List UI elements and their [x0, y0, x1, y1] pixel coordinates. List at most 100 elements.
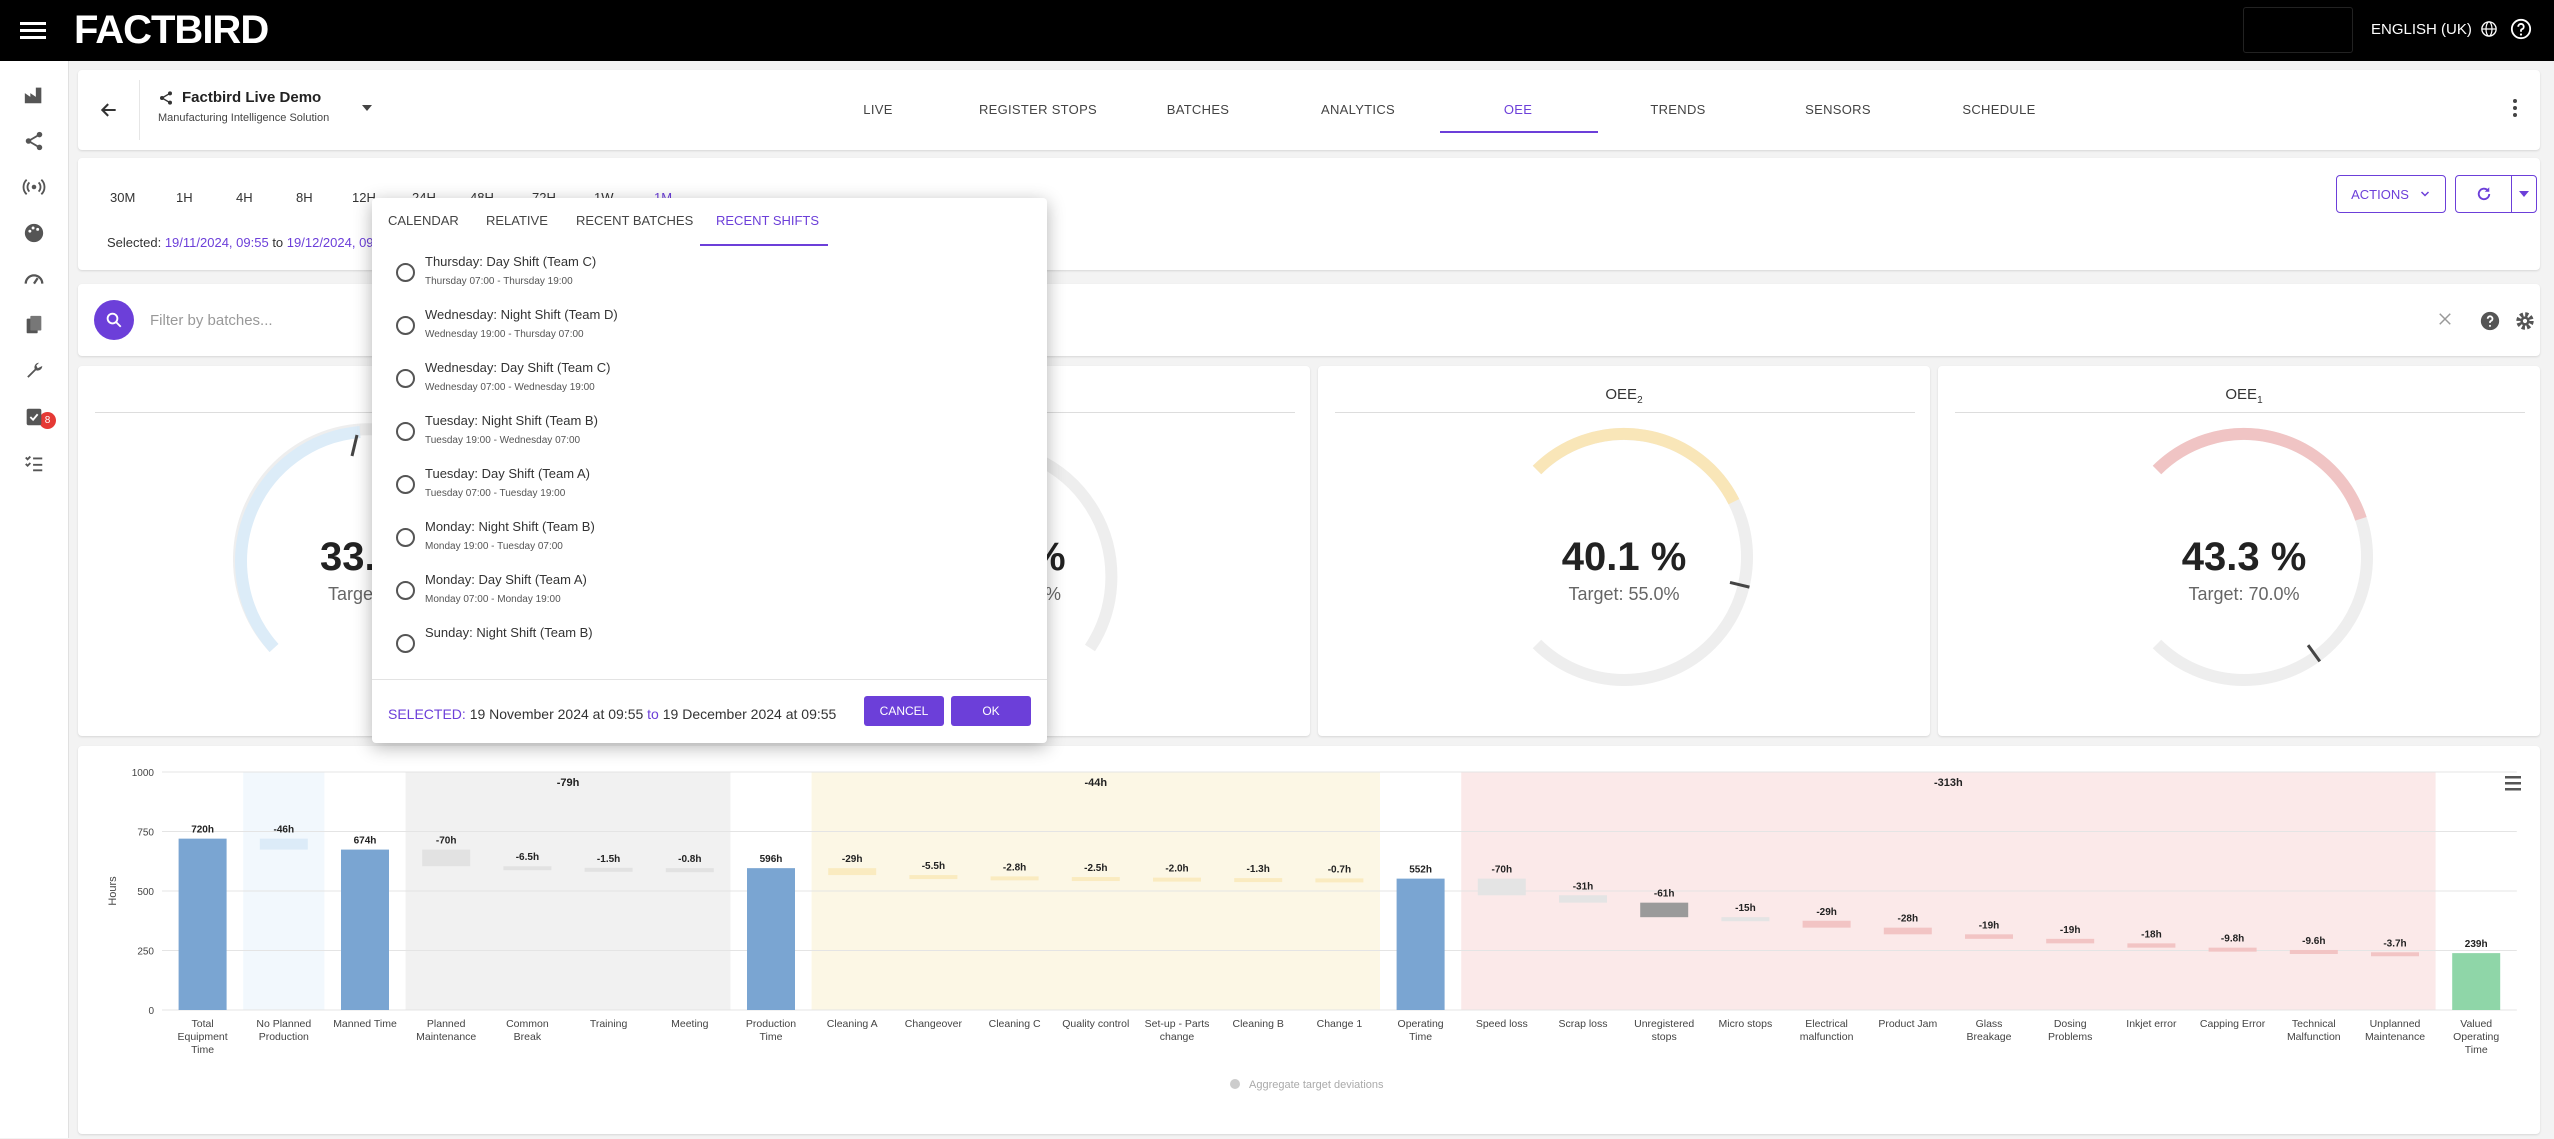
radio-button[interactable]: [396, 369, 415, 388]
speedometer-icon[interactable]: [20, 265, 48, 293]
tab-batches[interactable]: BATCHES: [1166, 102, 1230, 117]
bar: [1234, 878, 1283, 883]
x-tick-label: Time: [191, 1044, 214, 1056]
shift-option[interactable]: Sunday: Night Shift (Team B): [372, 619, 1032, 658]
data-label: -1.5h: [597, 854, 620, 865]
shift-option[interactable]: Tuesday: Day Shift (Team A) Tuesday 07:00…: [372, 460, 1032, 513]
bar: [341, 849, 389, 1010]
radio-button[interactable]: [396, 475, 415, 494]
radio-button[interactable]: [396, 581, 415, 600]
selected-to[interactable]: 19/12/2024, 09:55: [286, 235, 392, 250]
radio-button[interactable]: [396, 263, 415, 282]
selected-from[interactable]: 19/11/2024, 09:55: [164, 235, 269, 250]
refresh-button[interactable]: [2456, 176, 2512, 212]
help-icon[interactable]: [2510, 18, 2532, 40]
tab-relative[interactable]: RELATIVE: [486, 213, 548, 228]
data-label: 596h: [760, 854, 783, 865]
shift-option[interactable]: Tuesday: Night Shift (Team B) Tuesday 19:…: [372, 407, 1032, 460]
bar: [1559, 895, 1607, 903]
shift-time: Tuesday 07:00 - Tuesday 19:00: [425, 488, 566, 499]
x-tick-label: Unregistered: [1634, 1018, 1694, 1030]
data-label: -3.7h: [2383, 938, 2406, 949]
side-nav: 8: [0, 61, 69, 1138]
tab-recent-shifts[interactable]: RECENT SHIFTS: [716, 213, 820, 228]
radio-button[interactable]: [396, 634, 415, 653]
ok-button[interactable]: OK: [951, 696, 1031, 726]
x-tick-label: Scrap loss: [1558, 1018, 1607, 1030]
selected-label: SELECTED:: [388, 706, 466, 722]
radio-button[interactable]: [396, 316, 415, 335]
clear-icon[interactable]: [2436, 310, 2454, 333]
tab-live[interactable]: LIVE: [863, 102, 893, 117]
data-label: -61h: [1654, 889, 1675, 900]
company-selector[interactable]: Factbird Live Demo Manufacturing Intelli…: [158, 89, 329, 124]
y-axis-label: Hours: [107, 876, 119, 906]
x-tick-label: Micro stops: [1719, 1018, 1773, 1030]
data-label: -19h: [1979, 920, 2000, 931]
refresh-button-group: [2455, 175, 2537, 213]
shift-title: Wednesday: Day Shift (Team C): [425, 360, 611, 375]
user-area[interactable]: [2243, 7, 2353, 53]
shift-option[interactable]: Wednesday: Night Shift (Team D) Wednesday…: [372, 301, 1032, 354]
factory-icon[interactable]: [20, 81, 48, 109]
data-label: 720h: [191, 825, 214, 836]
x-tick-label: Cleaning B: [1233, 1018, 1284, 1030]
data-label: -2.8h: [1003, 862, 1026, 873]
settings-icon[interactable]: [2514, 310, 2536, 337]
tab-register-stops[interactable]: REGISTER STOPS: [978, 102, 1098, 117]
shift-option[interactable]: Wednesday: Day Shift (Team C) Wednesday 0…: [372, 354, 1032, 407]
radio-button[interactable]: [396, 422, 415, 441]
back-button[interactable]: [78, 80, 140, 140]
company-subtitle: Manufacturing Intelligence Solution: [158, 112, 330, 124]
palette-icon[interactable]: [20, 219, 48, 247]
tab-recent-batches[interactable]: RECENT BATCHES: [576, 213, 694, 228]
more-options-icon[interactable]: [2510, 96, 2520, 120]
checklist-icon[interactable]: [20, 403, 48, 431]
task-list-icon[interactable]: [20, 449, 48, 477]
range-12h[interactable]: 12H: [352, 190, 376, 205]
shift-title: Wednesday: Night Shift (Team D): [425, 307, 618, 322]
range-4h[interactable]: 4H: [236, 190, 253, 205]
shift-title: Sunday: Night Shift (Team B): [425, 625, 593, 640]
sensor-icon[interactable]: [20, 173, 48, 201]
wrench-icon[interactable]: [20, 357, 48, 385]
legend-marker: [1230, 1079, 1240, 1089]
share-icon[interactable]: [20, 127, 48, 155]
tab-schedule[interactable]: SCHEDULE: [1962, 102, 2036, 117]
x-tick-label: Maintenance: [416, 1031, 476, 1043]
tab-analytics[interactable]: ANALYTICS: [1321, 102, 1395, 117]
tab-trends[interactable]: TRENDS: [1650, 102, 1706, 117]
documents-icon[interactable]: [20, 311, 48, 339]
chevron-down-icon[interactable]: [362, 105, 372, 111]
refresh-options-button[interactable]: [2512, 176, 2536, 212]
x-tick-label: No Planned: [256, 1018, 311, 1030]
data-label: 552h: [1409, 865, 1432, 876]
range-30m[interactable]: 30M: [110, 190, 136, 205]
bar: [1071, 877, 1120, 882]
globe-icon: [2481, 21, 2497, 37]
data-label: -29h: [1816, 907, 1837, 918]
bar: [259, 838, 308, 850]
x-tick-label: Glass: [1976, 1018, 2003, 1030]
x-tick-label: Unplanned: [2370, 1018, 2421, 1030]
menu-icon[interactable]: [20, 18, 46, 42]
language-selector[interactable]: ENGLISH (UK): [2371, 20, 2498, 38]
x-tick-label: malfunction: [1800, 1031, 1854, 1043]
x-tick-label: stops: [1652, 1031, 1677, 1043]
help-circle-icon[interactable]: [2479, 310, 2501, 337]
radio-button[interactable]: [396, 528, 415, 547]
x-tick-label: Operating: [1398, 1018, 1444, 1030]
shift-option[interactable]: Monday: Day Shift (Team A) Monday 07:00 -…: [372, 566, 1032, 619]
tab-calendar[interactable]: CALENDAR: [388, 213, 459, 228]
range-8h[interactable]: 8H: [296, 190, 313, 205]
search-icon[interactable]: [94, 300, 134, 340]
x-tick-label: Break: [514, 1031, 542, 1043]
x-tick-label: Speed loss: [1476, 1018, 1528, 1030]
range-1h[interactable]: 1H: [176, 190, 193, 205]
shift-option[interactable]: Thursday: Day Shift (Team C) Thursday 07:…: [372, 248, 1032, 301]
cancel-button[interactable]: CANCEL: [864, 696, 944, 726]
tab-oee[interactable]: OEE: [1503, 102, 1533, 117]
tab-sensors[interactable]: SENSORS: [1805, 102, 1871, 117]
shift-option[interactable]: Monday: Night Shift (Team B) Monday 19:00…: [372, 513, 1032, 566]
actions-button[interactable]: ACTIONS: [2336, 175, 2446, 213]
